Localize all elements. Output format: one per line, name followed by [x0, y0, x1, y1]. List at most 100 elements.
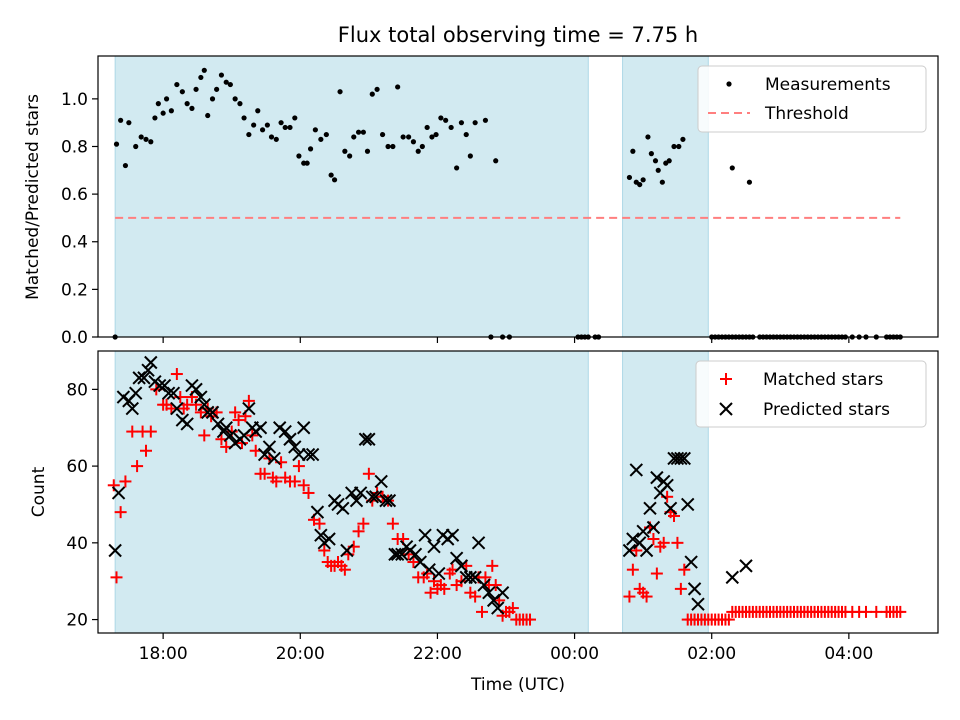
measurement-point: [143, 136, 149, 142]
matched-star-point: [469, 590, 482, 603]
measurement-point: [637, 181, 643, 188]
measurement-point: [251, 122, 257, 128]
matched-star-point: [421, 567, 434, 580]
legend-measurements-marker: [726, 81, 732, 87]
predicted-star-point: [739, 559, 753, 573]
predicted-star-point: [278, 424, 292, 439]
legend-threshold-label: Threshold: [764, 104, 849, 124]
predicted-stars-series: [108, 355, 753, 615]
measurement-point: [227, 81, 233, 88]
measurement-point: [205, 112, 211, 119]
measurement-point: [671, 143, 677, 150]
measurement-point: [645, 134, 651, 140]
matched-star-point: [489, 579, 502, 592]
measurement-point: [287, 124, 293, 131]
matched-star-point: [119, 475, 132, 488]
measurement-point: [493, 158, 499, 164]
measurement-point: [318, 136, 324, 142]
predicted-star-point: [491, 601, 505, 615]
measurement-point: [296, 153, 302, 159]
predicted-star-point: [463, 570, 478, 585]
top-x-ticks: [162, 337, 850, 343]
predicted-star-point: [219, 421, 233, 435]
predicted-star-point: [629, 463, 643, 477]
matched-star-point: [640, 590, 653, 603]
matched-star-point: [357, 517, 370, 530]
matched-star-point: [722, 613, 735, 626]
y-tick-label: 0.2: [61, 280, 88, 300]
measurement-point: [152, 115, 158, 121]
predicted-star-point: [684, 555, 698, 569]
measurement-point: [273, 136, 279, 142]
predicted-star-point: [725, 570, 739, 585]
matched-star-point: [506, 602, 519, 615]
predicted-star-point: [422, 562, 436, 577]
measurement-point: [304, 160, 310, 166]
measurement-point: [438, 115, 444, 121]
measurement-point: [246, 131, 252, 138]
measurement-point: [278, 120, 284, 126]
matched-star-point: [242, 394, 255, 407]
predicted-star-point: [349, 493, 364, 508]
y-tick-label: 1.0: [61, 90, 88, 110]
predicted-star-point: [292, 447, 306, 462]
y-tick-label: 0.8: [61, 137, 88, 157]
measurement-point: [400, 134, 406, 140]
predicted-star-point: [205, 405, 220, 420]
predicted-star-point: [144, 355, 158, 370]
predicted-star-point: [322, 532, 336, 546]
predicted-star-point: [253, 421, 268, 435]
predicted-star-point: [495, 586, 510, 600]
predicted-star-point: [691, 597, 705, 611]
matched-star-point: [860, 605, 872, 618]
predicted-star-point: [650, 470, 664, 485]
measurement-point: [193, 86, 199, 92]
predicted-star-point: [353, 486, 368, 500]
top-legend: Measurements Threshold: [697, 65, 927, 133]
x-tick-label: 20:00: [276, 644, 325, 664]
predicted-star-point: [125, 401, 139, 416]
legend-matched-marker: [720, 373, 732, 385]
predicted-star-point: [674, 451, 688, 466]
measurement-point: [337, 89, 343, 95]
matched-star-point: [870, 605, 883, 618]
measurement-point: [113, 141, 120, 147]
measurement-point: [223, 79, 229, 85]
measurement-point: [148, 139, 154, 145]
measurement-point: [189, 105, 195, 111]
predicted-star-point: [639, 543, 654, 558]
predicted-star-point: [681, 497, 695, 512]
measurement-point: [364, 148, 371, 154]
predicted-star-point: [454, 559, 469, 573]
measurement-point: [406, 134, 412, 140]
predicted-star-point: [189, 382, 203, 397]
measurement-point: [331, 177, 338, 183]
predicted-star-point: [626, 532, 640, 546]
matched-star-point: [623, 590, 636, 603]
predicted-star-point: [362, 432, 376, 446]
measurement-point: [626, 174, 633, 181]
measurement-point: [133, 143, 139, 150]
measurement-point: [467, 153, 473, 159]
legend-measurements-label: Measurements: [765, 75, 891, 95]
measurement-point: [163, 96, 170, 102]
measurement-point: [472, 120, 478, 126]
top-panel: 0.0 0.2 0.4 0.6 0.8 1.0 Matched/Predicted sta…: [23, 55, 939, 348]
predicted-star-point: [449, 551, 464, 565]
matched-star-point: [657, 536, 670, 549]
matched-star-point: [438, 582, 451, 595]
matched-star-point: [297, 479, 310, 492]
predicted-star-point: [687, 582, 702, 596]
measurement-point: [218, 72, 225, 78]
predicted-star-point: [129, 386, 143, 400]
predicted-star-point: [314, 528, 328, 542]
y-tick-label: 0.0: [61, 328, 88, 348]
measurement-point: [652, 158, 659, 164]
predicted-star-point: [288, 440, 302, 454]
predicted-star-point: [471, 536, 486, 550]
x-axis-label: Time (UTC): [470, 675, 565, 695]
matched-star-point: [424, 586, 437, 599]
predicted-star-point: [408, 547, 423, 562]
predicted-star-point: [141, 363, 155, 377]
predicted-star-point: [427, 539, 441, 554]
